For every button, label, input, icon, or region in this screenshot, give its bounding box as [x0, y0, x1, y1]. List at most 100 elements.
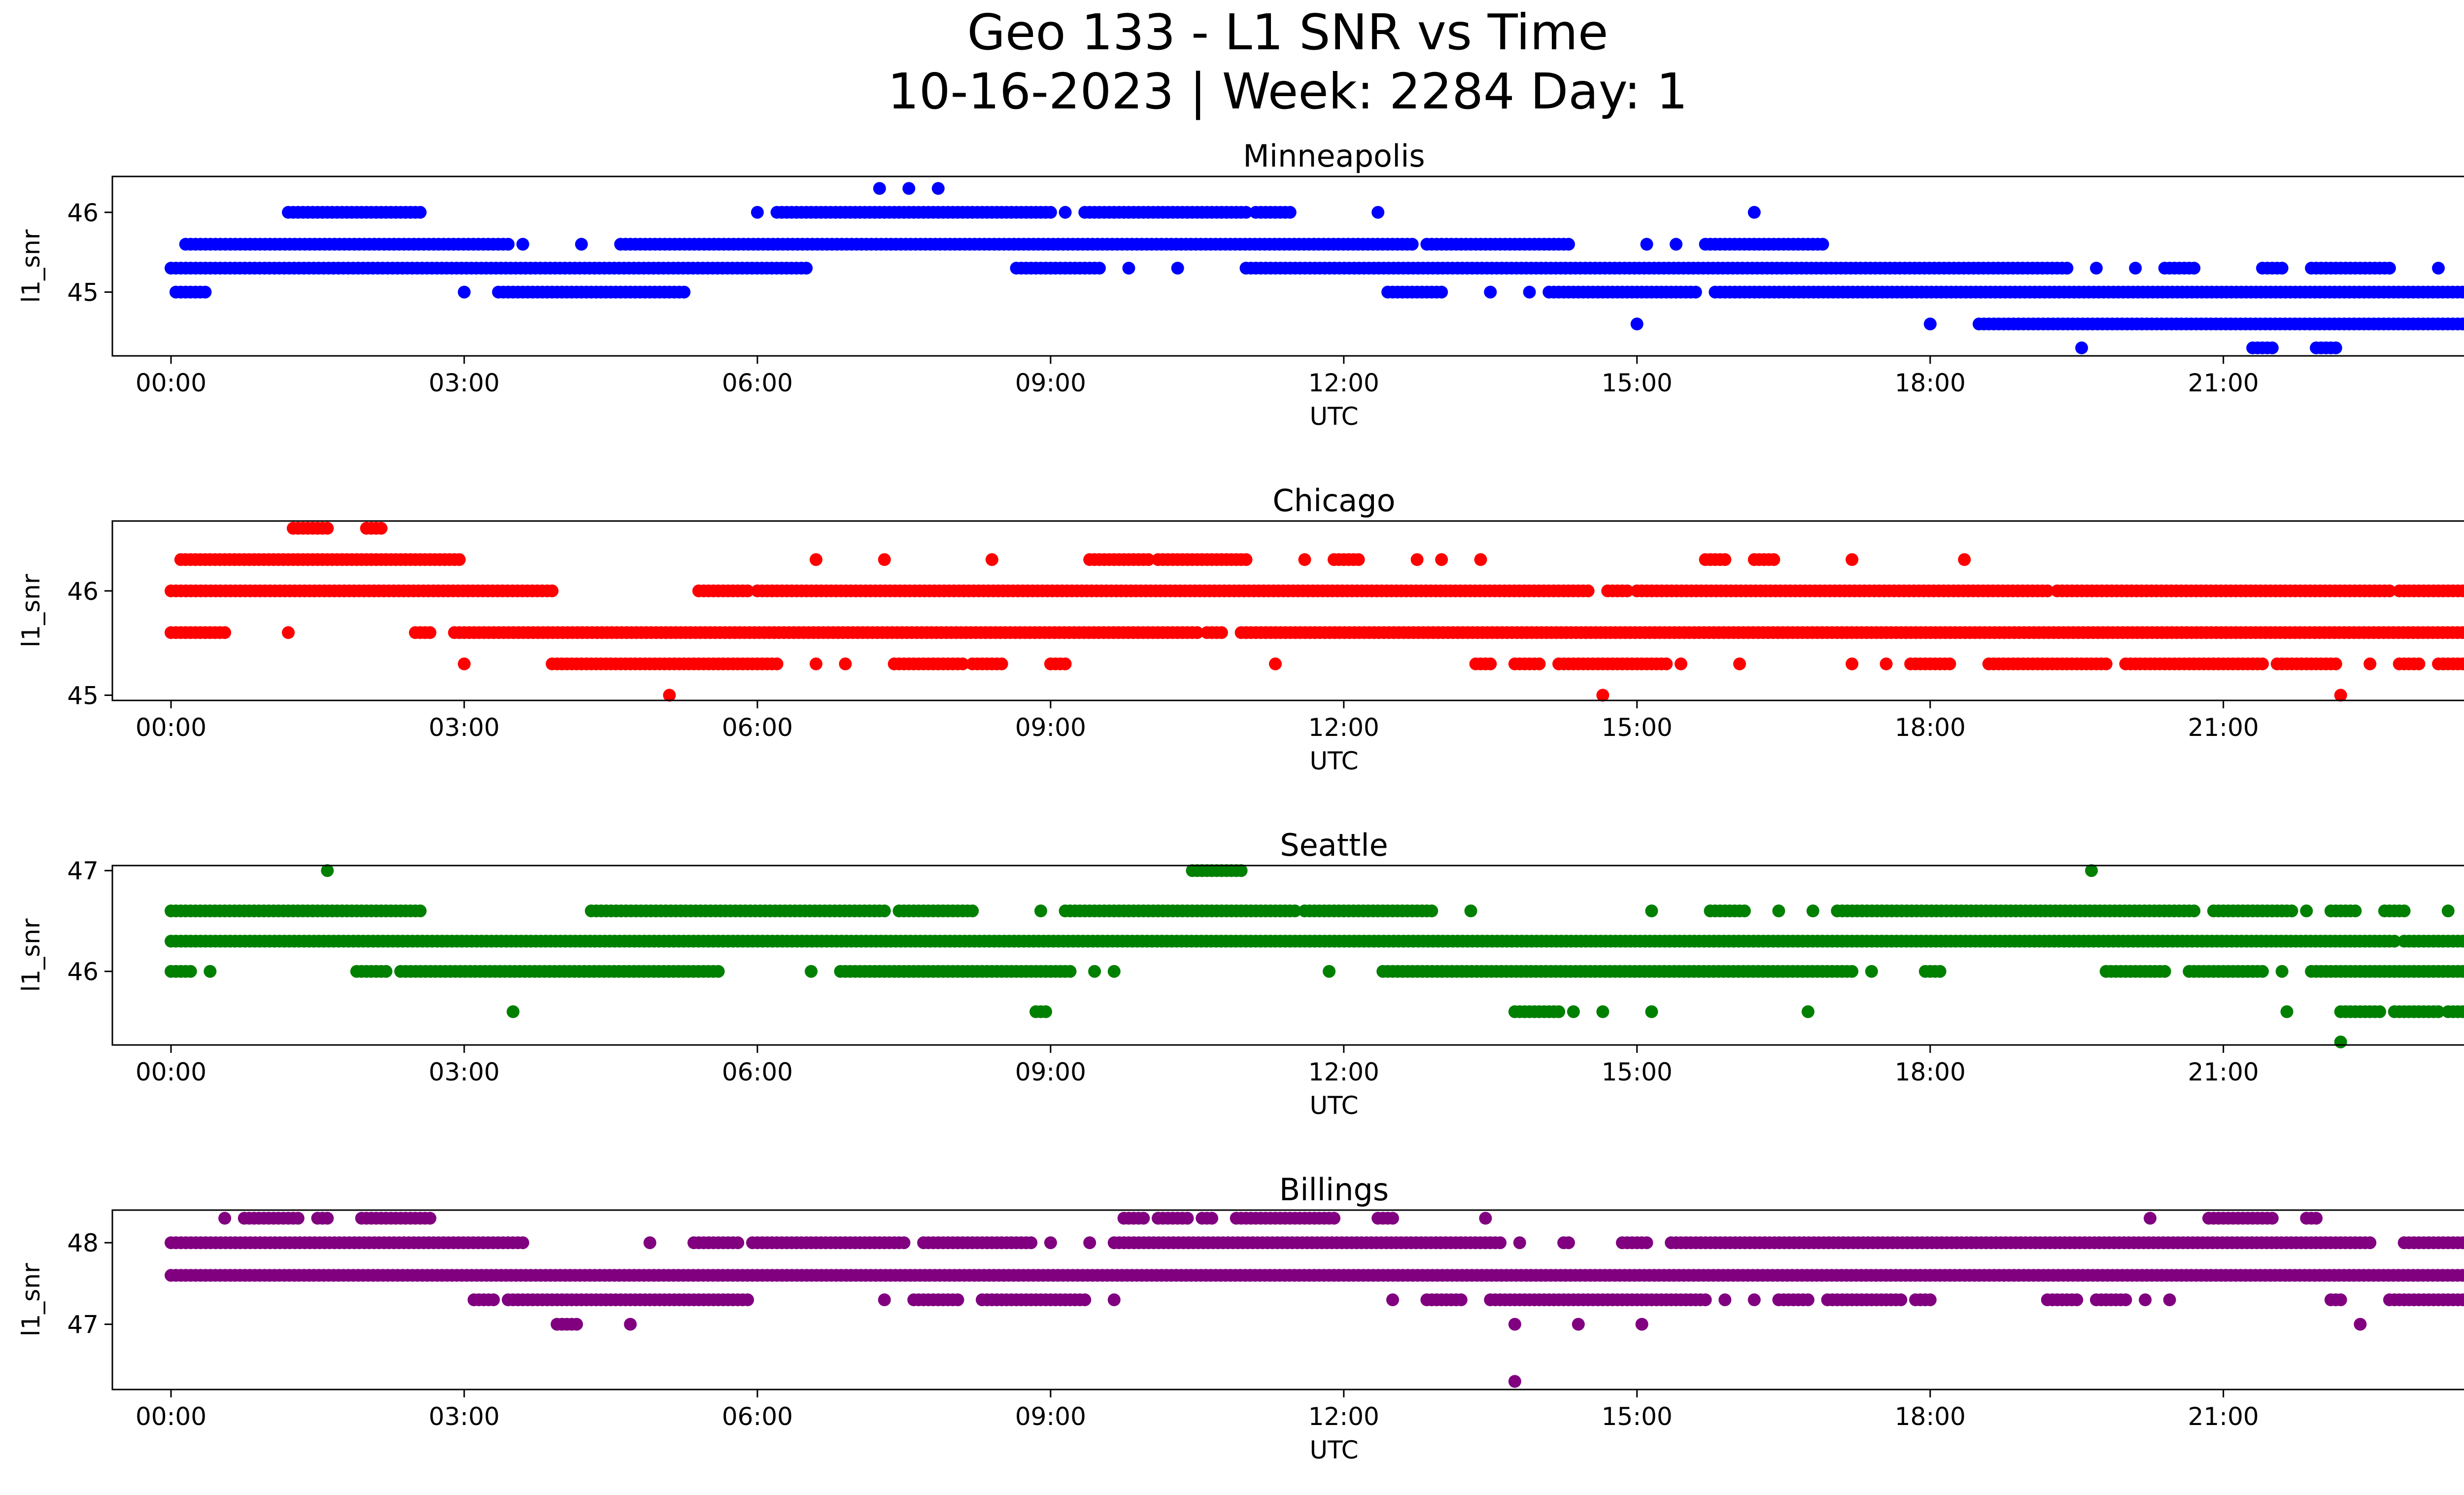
- data-point: [2265, 1212, 2279, 1225]
- data-point: [2354, 1318, 2367, 1331]
- data-point: [1660, 657, 1673, 670]
- data-point: [1181, 1212, 1194, 1225]
- data-point: [575, 238, 588, 251]
- data-point: [643, 1236, 656, 1250]
- x-tick-label: 00:00: [136, 713, 206, 742]
- data-point: [1239, 553, 1253, 566]
- axes-frame: [111, 1209, 2464, 1391]
- data-point: [678, 285, 691, 299]
- data-point: [1093, 262, 1106, 275]
- data-point: [1205, 1212, 1219, 1225]
- data-point: [1865, 965, 1878, 978]
- data-point: [1484, 285, 1497, 299]
- data-point: [199, 285, 212, 299]
- data-point: [1801, 1293, 1814, 1306]
- y-tick-label: 46: [67, 199, 99, 227]
- data-point: [1083, 1236, 1096, 1250]
- data-point: [2089, 262, 2103, 275]
- data-point: [956, 657, 969, 670]
- data-point: [1107, 965, 1121, 978]
- data-point: [2188, 262, 2201, 275]
- data-point: [2280, 1005, 2293, 1018]
- data-point: [1410, 553, 1424, 566]
- data-point: [1386, 1212, 1399, 1225]
- data-point: [2144, 1212, 2156, 1225]
- data-point: [731, 1236, 745, 1250]
- x-tick-label: 00:00: [136, 1402, 206, 1431]
- data-point: [1846, 553, 1859, 566]
- data-point: [2383, 584, 2396, 597]
- data-point: [1513, 1236, 1526, 1250]
- data-point: [2163, 1293, 2176, 1306]
- data-point: [2070, 1293, 2084, 1306]
- data-point: [1352, 553, 1365, 566]
- data-point: [1142, 553, 1155, 566]
- x-tick-label: 21:00: [2188, 1058, 2259, 1086]
- y-axis-label: l1_snr: [17, 1263, 45, 1336]
- x-tick-label: 09:00: [1015, 1058, 1086, 1086]
- data-point: [2456, 965, 2464, 978]
- data-point: [966, 904, 979, 917]
- data-point: [1747, 206, 1761, 219]
- x-axis-label: UTC: [1309, 1436, 1358, 1464]
- data-point: [516, 238, 529, 251]
- data-point: [423, 626, 437, 639]
- data-point: [1718, 553, 1732, 566]
- data-point: [2432, 1005, 2445, 1018]
- data-point: [2334, 1293, 2347, 1306]
- data-point: [2139, 1293, 2152, 1306]
- data-point: [2275, 262, 2289, 275]
- x-tick-label: 12:00: [1308, 1058, 1379, 1086]
- data-point: [741, 584, 754, 597]
- x-tick-label: 06:00: [722, 1058, 793, 1086]
- data-point: [1621, 584, 1634, 597]
- data-point: [1923, 317, 1937, 331]
- data-point: [2329, 341, 2342, 354]
- data-point: [2397, 904, 2411, 917]
- series-points: [165, 864, 2464, 1048]
- data-point: [2119, 1293, 2132, 1306]
- x-tick-label: 06:00: [722, 369, 793, 397]
- data-point: [1596, 689, 1609, 702]
- data-point: [1044, 206, 1057, 219]
- data-point: [507, 1005, 520, 1018]
- x-tick-label: 12:00: [1308, 369, 1379, 397]
- data-point: [1508, 1318, 1521, 1331]
- data-point: [805, 965, 818, 978]
- data-point: [1371, 206, 1385, 219]
- data-point: [379, 965, 393, 978]
- data-point: [878, 904, 891, 917]
- data-point: [1533, 657, 1546, 670]
- data-point: [458, 657, 471, 670]
- data-point: [2461, 1237, 2464, 1248]
- data-point: [1645, 1005, 1658, 1018]
- data-point: [1044, 1236, 1057, 1250]
- data-point: [2461, 586, 2464, 596]
- data-point: [809, 553, 822, 566]
- data-point: [1078, 1293, 1092, 1306]
- data-point: [502, 238, 515, 251]
- x-tick-label: 03:00: [429, 1402, 500, 1431]
- data-point: [1039, 1005, 1052, 1018]
- data-point: [375, 522, 388, 535]
- data-point: [663, 689, 676, 702]
- y-tick-label: 45: [67, 681, 99, 710]
- data-point: [1738, 904, 1751, 917]
- x-tick-label: 15:00: [1602, 713, 1673, 742]
- data-point: [1630, 317, 1643, 331]
- data-point: [2412, 657, 2426, 670]
- data-point: [2158, 965, 2171, 978]
- data-point: [2188, 904, 2201, 917]
- data-point: [1088, 965, 1101, 978]
- figure-title: Geo 133 - L1 SNR vs Time: [967, 3, 1608, 61]
- data-point: [1572, 1318, 1585, 1331]
- data-point: [184, 965, 197, 978]
- data-point: [985, 553, 998, 566]
- axes-frame: [111, 175, 2464, 357]
- data-point: [1689, 285, 1702, 299]
- x-tick-label: 12:00: [1308, 713, 1379, 742]
- axes-frame: [111, 520, 2464, 701]
- data-point: [2461, 1006, 2464, 1017]
